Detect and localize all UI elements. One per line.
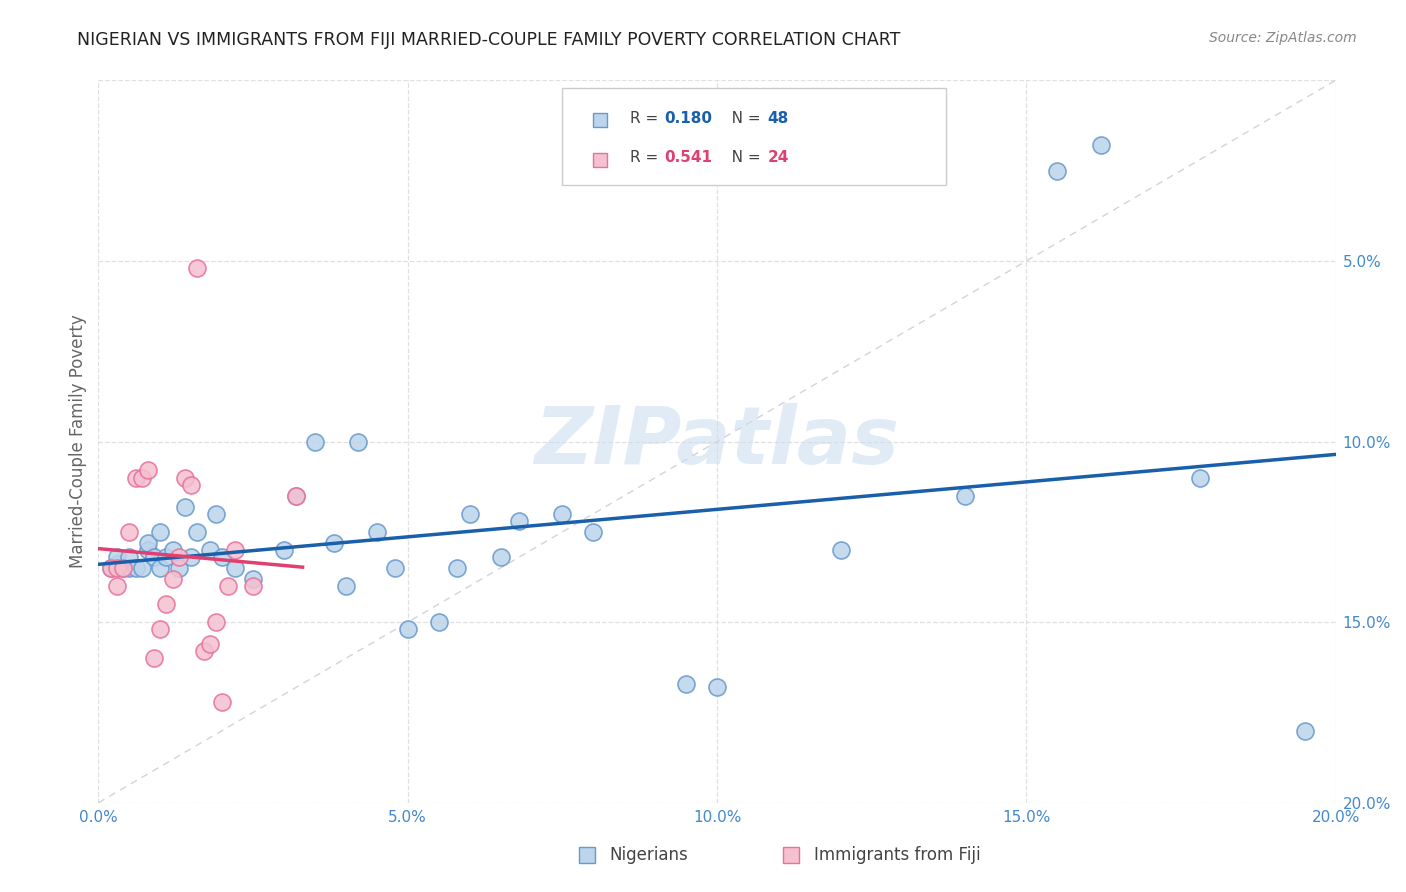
Text: ZIPatlas: ZIPatlas [534,402,900,481]
Point [105,550,128,565]
Point [304,434,326,449]
Point [124,471,146,485]
Text: N =: N = [717,151,765,165]
Point [242,572,264,586]
Point [162,542,184,557]
Point [198,637,221,651]
Point [706,680,728,694]
Point [118,550,141,565]
Text: R =: R = [630,111,664,126]
Point [347,434,370,449]
Point [155,550,177,565]
Point [582,524,605,539]
Point [105,558,128,572]
Point [335,579,357,593]
Point [384,561,406,575]
Point [489,550,512,565]
Point [131,471,153,485]
Y-axis label: Married-Couple Family Poverty: Married-Couple Family Poverty [69,315,87,568]
Point [1090,138,1112,153]
Point [131,561,153,575]
Point [105,561,128,575]
Point [198,542,221,557]
Point [155,597,177,611]
Point [118,524,141,539]
Point [193,644,215,658]
Point [180,478,202,492]
Point [551,507,574,521]
Point [118,561,141,575]
Point [446,561,468,575]
Point [285,489,308,503]
Point [366,524,388,539]
Point [508,514,530,528]
Point [273,542,295,557]
Point [1294,723,1316,738]
Text: NIGERIAN VS IMMIGRANTS FROM FIJI MARRIED-COUPLE FAMILY POVERTY CORRELATION CHART: NIGERIAN VS IMMIGRANTS FROM FIJI MARRIED… [77,31,901,49]
Text: 0.541: 0.541 [664,151,711,165]
Point [396,623,419,637]
Point [211,695,233,709]
FancyBboxPatch shape [562,87,946,185]
Point [174,471,197,485]
Point [167,550,190,565]
Text: 24: 24 [768,151,789,165]
Point [105,579,128,593]
Text: 0.180: 0.180 [664,111,711,126]
Text: R =: R = [630,151,664,165]
Point [136,542,159,557]
Point [149,524,172,539]
Point [167,561,190,575]
Point [224,561,246,575]
Point [224,542,246,557]
Point [322,535,344,549]
Point [180,550,202,565]
Text: Nigerians: Nigerians [609,846,688,863]
Point [205,615,228,630]
Point [143,651,166,665]
Point [186,261,208,276]
Text: N =: N = [717,111,765,126]
Point [124,561,146,575]
Point [242,579,264,593]
Point [162,572,184,586]
Point [953,489,976,503]
Point [136,463,159,477]
Point [1188,471,1211,485]
Point [100,561,122,575]
Point [100,561,122,575]
Point [285,489,308,503]
Point [205,507,228,521]
Point [136,535,159,549]
Point [186,524,208,539]
Point [211,550,233,565]
Point [149,561,172,575]
Point [458,507,481,521]
Point [112,561,135,575]
Point [675,676,697,690]
Point [143,550,166,565]
Point [217,579,239,593]
Point [1046,163,1069,178]
Point [112,561,135,575]
Point [427,615,450,630]
Text: Source: ZipAtlas.com: Source: ZipAtlas.com [1209,31,1357,45]
Point [149,623,172,637]
Text: 48: 48 [768,111,789,126]
Point [174,500,197,514]
Point [830,542,852,557]
Text: Immigrants from Fiji: Immigrants from Fiji [814,846,980,863]
